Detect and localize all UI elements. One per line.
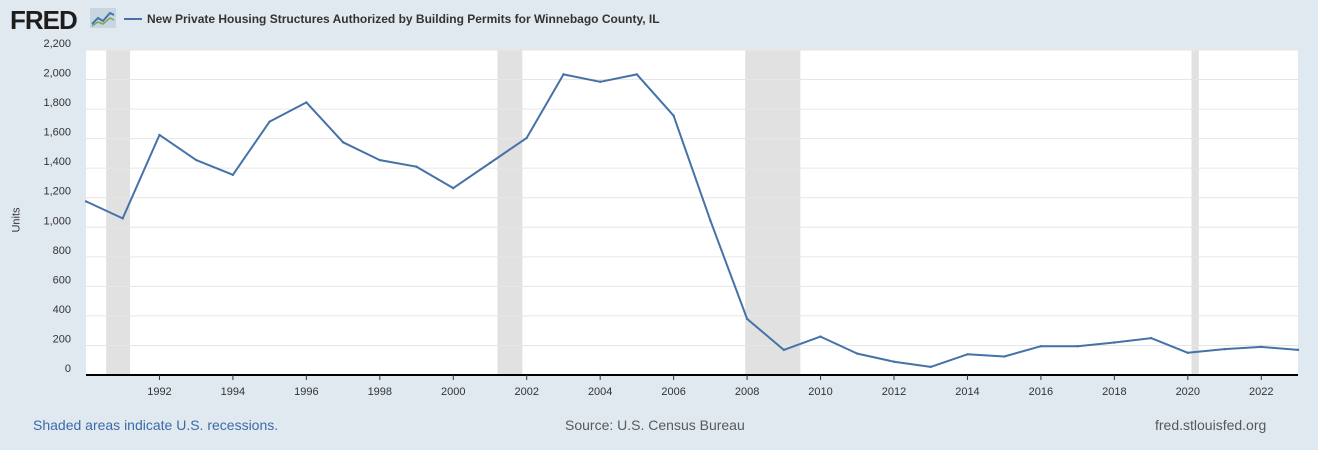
data-point[interactable] (158, 133, 161, 137)
data-point[interactable] (1002, 355, 1006, 358)
y-tick-label: 1,200 (43, 186, 71, 198)
data-point[interactable] (745, 317, 749, 321)
y-tick-label: 0 (65, 363, 71, 375)
legend-line-swatch (124, 18, 142, 20)
data-point[interactable] (819, 335, 822, 338)
data-point[interactable] (1076, 344, 1079, 348)
data-point[interactable] (672, 114, 675, 117)
y-tick-label: 400 (53, 304, 71, 316)
data-point[interactable] (709, 219, 712, 222)
fred-logo-graph-icon (90, 8, 116, 28)
data-point[interactable] (782, 348, 786, 352)
data-point[interactable] (415, 165, 418, 168)
fred-logo[interactable]: FRED (10, 5, 78, 35)
site-link[interactable]: fred.stlouisfed.org (1155, 417, 1267, 433)
data-point[interactable] (194, 158, 198, 162)
y-tick-label: 200 (53, 333, 71, 345)
data-point[interactable] (305, 101, 308, 104)
data-point[interactable] (635, 73, 639, 76)
chart-header: FRED New Private Housing Structures Auth… (0, 0, 1318, 40)
x-tick-label: 1994 (221, 386, 245, 398)
x-tick-label: 2020 (1176, 386, 1200, 398)
x-tick-label: 2004 (588, 386, 612, 398)
y-tick-label: 2,000 (43, 68, 71, 80)
data-point[interactable] (1039, 344, 1043, 348)
x-tick-label: 2000 (441, 386, 465, 398)
data-point[interactable] (856, 352, 859, 355)
x-tick-label: 1992 (147, 386, 171, 398)
y-tick-label: 1,000 (43, 215, 71, 227)
recession-band (745, 50, 801, 375)
recession-band (1191, 50, 1199, 375)
x-tick-label: 2012 (882, 386, 906, 398)
x-tick-label: 2008 (735, 386, 759, 398)
y-tick-label: 600 (53, 274, 71, 286)
data-point[interactable] (121, 217, 124, 220)
x-tick-label: 2002 (514, 386, 538, 398)
data-point[interactable] (1149, 336, 1153, 340)
recession-band (497, 50, 523, 375)
data-point[interactable] (268, 120, 271, 123)
data-point[interactable] (892, 360, 896, 363)
line-chart[interactable]: 0 200 400 600 800 1,000 1,200 1,400 1,600 1,800 2,… (0, 0, 1318, 405)
y-tick-label: 1,400 (43, 156, 71, 168)
data-point[interactable] (341, 141, 345, 144)
data-point[interactable] (1223, 347, 1226, 351)
x-tick-label: 2014 (955, 386, 979, 398)
x-tick-label: 2016 (1029, 386, 1053, 398)
data-point[interactable] (452, 186, 455, 190)
series-line[interactable] (85, 73, 1299, 368)
data-point[interactable] (1113, 341, 1116, 344)
data-point[interactable] (84, 200, 88, 203)
data-point[interactable] (1260, 345, 1263, 349)
plot-area (86, 50, 1298, 375)
data-point[interactable] (562, 73, 565, 76)
x-tick-label: 2018 (1102, 386, 1126, 398)
x-tick-label: 2022 (1249, 386, 1273, 398)
y-tick-label: 800 (53, 245, 71, 257)
y-tick-label: 1,800 (43, 97, 71, 109)
source-text: Source: U.S. Census Bureau (565, 417, 745, 433)
data-point[interactable] (525, 136, 528, 140)
data-point[interactable] (966, 353, 969, 356)
x-tick-label: 2006 (661, 386, 685, 398)
x-tick-label: 2010 (808, 386, 832, 398)
y-tick-label: 1,600 (43, 127, 71, 139)
data-point[interactable] (929, 365, 932, 369)
data-point[interactable] (378, 158, 382, 162)
data-point[interactable] (1186, 351, 1190, 355)
recessions-note-link[interactable]: Shaded areas indicate U.S. recessions. (33, 417, 279, 433)
data-point[interactable] (488, 161, 492, 165)
recession-band (106, 50, 131, 375)
x-tick-label: 1998 (368, 386, 392, 398)
legend-series-title[interactable]: New Private Housing Structures Authorize… (147, 12, 660, 26)
data-point[interactable] (231, 173, 235, 177)
y-tick-label: 2,200 (43, 38, 71, 50)
data-point[interactable] (598, 80, 602, 83)
data-point[interactable] (1296, 348, 1300, 352)
x-tick-label: 1996 (294, 386, 318, 398)
